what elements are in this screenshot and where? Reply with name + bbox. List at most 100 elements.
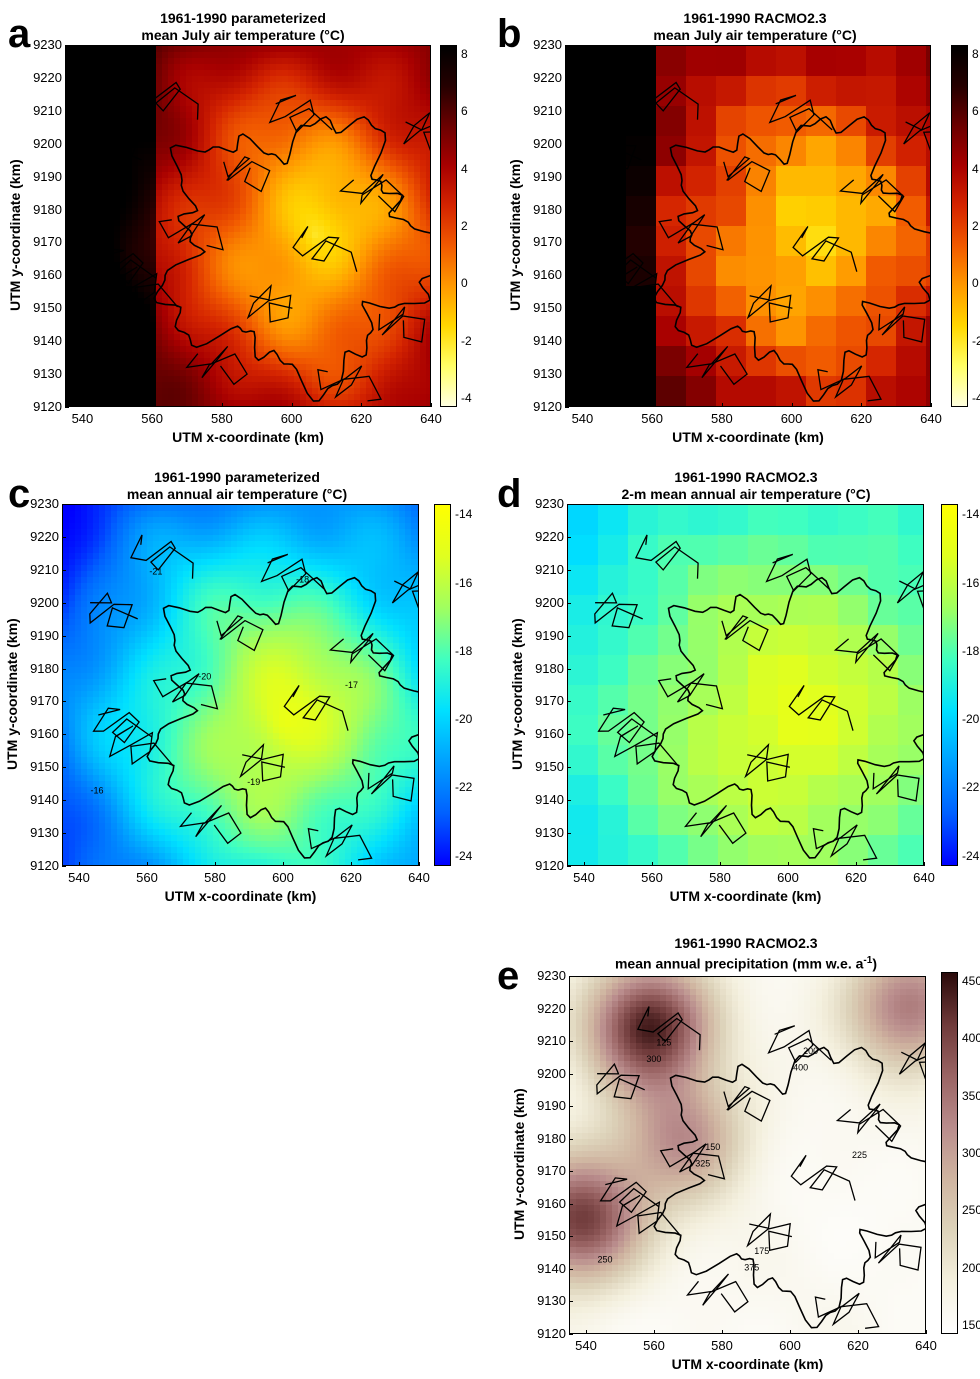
heatmap-cell xyxy=(309,553,316,560)
heatmap-cell xyxy=(129,517,136,524)
y-tick-label: 9190 xyxy=(533,168,562,184)
heatmap-cell xyxy=(405,535,412,542)
heatmap-cell xyxy=(381,523,388,530)
heatmap-cell xyxy=(252,328,259,335)
heatmap-cell xyxy=(132,118,139,125)
heatmap-cell xyxy=(312,250,319,257)
y-tick-mark xyxy=(65,77,69,79)
heatmap-cell xyxy=(87,553,94,560)
heatmap-cell xyxy=(315,571,322,578)
heatmap-cell xyxy=(261,517,268,524)
heatmap-cell xyxy=(249,565,256,572)
heatmap-cell xyxy=(270,142,277,149)
heatmap-cell xyxy=(330,334,337,341)
heatmap-cell xyxy=(150,64,157,71)
heatmap-cell xyxy=(102,220,109,227)
heatmap-cell xyxy=(165,577,172,584)
heatmap-cell xyxy=(252,172,259,179)
heatmap-cell xyxy=(96,184,103,191)
heatmap-cell xyxy=(192,190,199,197)
heatmap-cell xyxy=(234,382,241,389)
heatmap-cell xyxy=(165,571,172,578)
heatmap-cell xyxy=(186,304,193,311)
heatmap-cell xyxy=(75,565,82,572)
heatmap-cell xyxy=(204,52,211,59)
heatmap-cell xyxy=(420,130,427,137)
heatmap-cell xyxy=(243,511,250,518)
heatmap-cell xyxy=(156,172,163,179)
heatmap-cell xyxy=(195,577,202,584)
heatmap-cell xyxy=(414,376,421,383)
heatmap-cell xyxy=(336,226,343,233)
heatmap-cell xyxy=(204,64,211,71)
heatmap-cell xyxy=(147,565,154,572)
heatmap-cell xyxy=(294,310,301,317)
heatmap-cell xyxy=(231,523,238,530)
heatmap-cell xyxy=(264,250,271,257)
heatmap-cell xyxy=(288,202,295,209)
heatmap-cell xyxy=(372,340,379,347)
heatmap-cell xyxy=(360,322,367,329)
heatmap-cell xyxy=(306,64,313,71)
heatmap-cell xyxy=(300,256,307,263)
heatmap-cell xyxy=(378,142,385,149)
heatmap-cell xyxy=(141,547,148,554)
heatmap-cell xyxy=(411,571,418,578)
heatmap-cell xyxy=(408,202,415,209)
heatmap-cell xyxy=(78,130,85,137)
heatmap-cell xyxy=(426,322,430,329)
heatmap-cell xyxy=(90,94,97,101)
heatmap-cell xyxy=(384,370,391,377)
heatmap-cell xyxy=(144,406,151,407)
heatmap-cell xyxy=(66,298,73,305)
heatmap-cell xyxy=(342,346,349,353)
heatmap-cell xyxy=(123,529,130,536)
heatmap-cell xyxy=(396,64,403,71)
heatmap-cell xyxy=(408,238,415,245)
heatmap-cell xyxy=(72,178,79,185)
heatmap-cell xyxy=(300,88,307,95)
heatmap-cell xyxy=(66,124,73,131)
heatmap-cell xyxy=(228,214,235,221)
heatmap-cell xyxy=(342,124,349,131)
heatmap-cell xyxy=(288,340,295,347)
heatmap-cell xyxy=(240,202,247,209)
heatmap-cell xyxy=(300,46,307,53)
y-tick-label: 9150 xyxy=(33,300,62,316)
heatmap-cell xyxy=(114,376,121,383)
heatmap-cell xyxy=(294,232,301,239)
heatmap-cell xyxy=(300,136,307,143)
heatmap-cell xyxy=(351,559,358,566)
heatmap-cell xyxy=(312,400,319,406)
heatmap-cell xyxy=(345,517,352,524)
heatmap-svg: -21-20-19-18-17-16 xyxy=(63,505,418,865)
heatmap-cell xyxy=(165,595,172,602)
heatmap-cell xyxy=(162,238,169,245)
heatmap-cell xyxy=(348,166,355,173)
heatmap-cell xyxy=(171,517,178,524)
heatmap-cell xyxy=(192,76,199,83)
heatmap-cell xyxy=(366,76,373,83)
heatmap-cell xyxy=(108,316,115,323)
heatmap-cell xyxy=(165,589,172,596)
heatmap-cell xyxy=(66,172,73,179)
heatmap-cell xyxy=(147,511,154,518)
heatmap-cell xyxy=(312,208,319,215)
heatmap-cell xyxy=(249,517,256,524)
x-tick-label: 560 xyxy=(641,411,663,426)
heatmap-cell xyxy=(276,298,283,305)
heatmap-cell xyxy=(384,220,391,227)
heatmap-cell xyxy=(72,310,79,317)
heatmap-cell xyxy=(300,112,307,119)
heatmap-cell xyxy=(294,214,301,221)
heatmap-cell xyxy=(408,64,415,71)
heatmap-cell xyxy=(372,232,379,239)
heatmap-cell xyxy=(312,298,319,305)
heatmap-cell xyxy=(237,553,244,560)
heatmap-cell xyxy=(282,226,289,233)
heatmap-cell xyxy=(216,46,223,53)
heatmap-cell xyxy=(189,547,196,554)
heatmap-cell xyxy=(282,124,289,131)
heatmap-cell xyxy=(144,364,151,371)
heatmap-cell xyxy=(318,322,325,329)
